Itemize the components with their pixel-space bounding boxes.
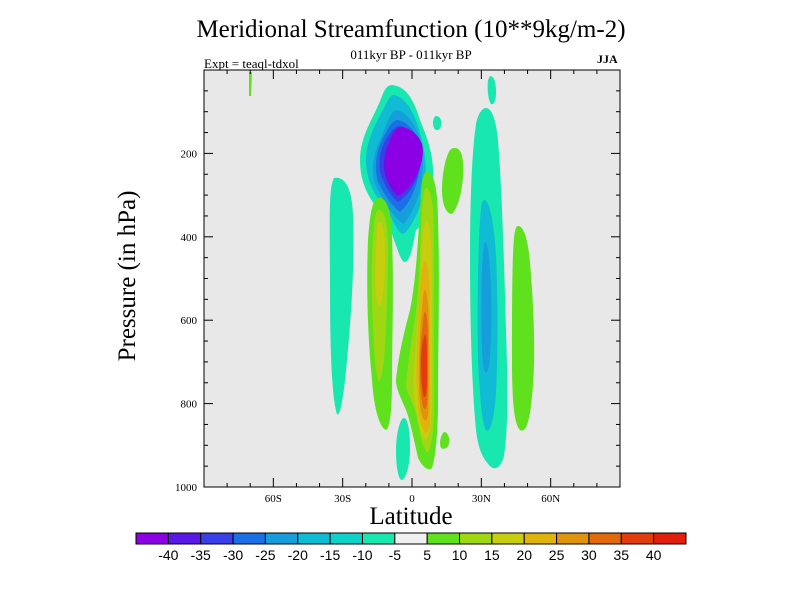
contour-green-lower-blob: [440, 432, 450, 449]
colorbar-level-label: 20: [516, 547, 532, 563]
colorbar-level-label: 15: [484, 547, 500, 563]
colorbar-level-label: -15: [320, 547, 340, 563]
colorbar-swatch: [361, 532, 396, 545]
colorbar-swatch: [264, 532, 299, 545]
x-tick-label: 0: [409, 493, 415, 505]
contour-eq-pos-l35: [421, 334, 427, 397]
colorbar-level-label: 30: [581, 547, 597, 563]
colorbar-swatch: [620, 532, 655, 545]
colorbar-level-label: -10: [352, 547, 372, 563]
chart-title: Meridional Streamfunction (10**9kg/m-2): [196, 16, 626, 43]
contour-green-upper-blob: [442, 148, 464, 214]
y-tick-label: 1000: [175, 482, 198, 494]
colorbar-level-label: 40: [646, 547, 662, 563]
colorbar-level-label: -25: [255, 547, 275, 563]
contour-north-neg-l15: [481, 242, 492, 373]
y-axis-ticks: 200 400 600 800 1000: [175, 90, 620, 494]
colorbar-level-label: 35: [614, 547, 630, 563]
colorbar-level-label: -20: [288, 547, 308, 563]
chart-subtitle: 011kyr BP - 011kyr BP: [350, 47, 472, 62]
colorbar-swatch: [135, 532, 169, 545]
colorbar-swatch: [167, 532, 202, 545]
colorbar-swatch: [523, 532, 558, 545]
x-axis-label: Latitude: [369, 503, 453, 530]
x-tick-label: 30N: [472, 493, 491, 505]
x-tick-label: 30S: [334, 493, 351, 505]
colorbar-level-label: -5: [389, 547, 402, 563]
contour-bottom-neg-blob: [396, 418, 410, 480]
colorbar-level-label: -35: [191, 547, 211, 563]
y-tick-label: 400: [181, 232, 198, 244]
colorbar-level-label: 10: [452, 547, 468, 563]
colorbar-swatch: [329, 532, 363, 545]
colorbar-level-label: 25: [549, 547, 565, 563]
x-tick-label: 60N: [541, 493, 560, 505]
contour-north-neg-top: [487, 76, 496, 105]
experiment-label: Expt = teaql-tdxol: [204, 56, 299, 71]
colorbar-swatch: [588, 532, 622, 545]
x-axis-ticks: 60S 30S 0 30N 60N: [226, 70, 598, 505]
x-tick-label: 60S: [265, 493, 282, 505]
colorbar-swatch: [394, 532, 428, 545]
contour-small-neg-dot: [432, 116, 442, 131]
y-tick-label: 600: [181, 315, 198, 327]
colorbar-swatch: [459, 532, 493, 545]
contour-upper-neg-core: [385, 127, 423, 196]
contour-south-neg-band: [329, 177, 354, 415]
colorbar: -40 -35 -30 -25 -20 -15 -10 -5 5 10 15 20 25 30 35 40: [135, 532, 687, 563]
y-tick-label: 200: [181, 148, 198, 160]
colorbar-level-label: -40: [158, 547, 178, 563]
colorbar-swatch: [426, 532, 461, 545]
colorbar-swatch: [297, 532, 331, 545]
y-tick-label: 800: [181, 399, 198, 411]
colorbar-swatch: [556, 532, 590, 545]
contour-green-sliver: [249, 72, 252, 96]
colorbar-swatch: [653, 532, 687, 545]
colorbar-swatch: [491, 532, 525, 545]
contour-south-pos-l15: [375, 222, 385, 306]
contour-north-pos-band: [512, 226, 535, 431]
colorbar-swatch: [200, 532, 234, 545]
colorbar-level-label: 5: [423, 547, 431, 563]
season-label: JJA: [597, 52, 618, 66]
colorbar-swatch: [232, 532, 266, 545]
contour-fill-layer: [249, 72, 535, 480]
colorbar-level-label: -30: [223, 547, 243, 563]
